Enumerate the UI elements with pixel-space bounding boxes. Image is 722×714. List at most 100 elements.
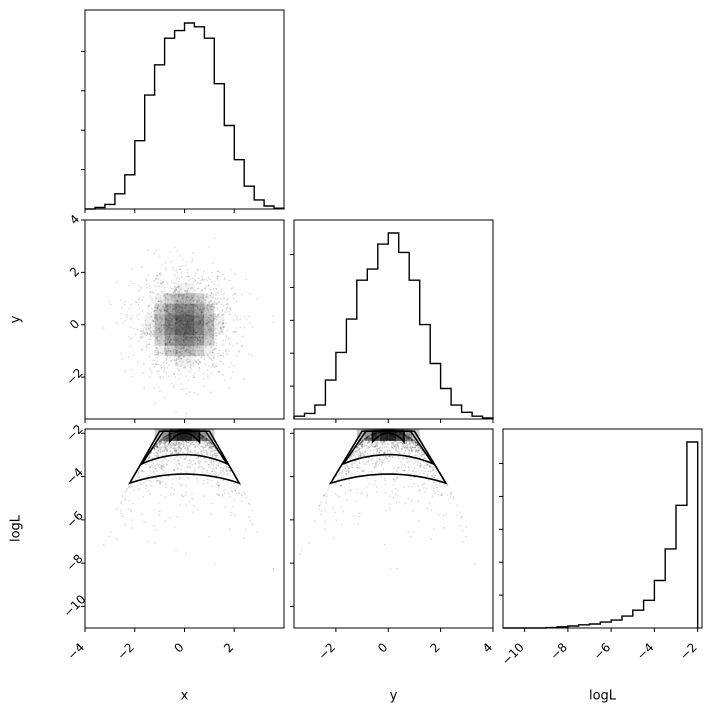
logL-contour-3 (168, 430, 201, 445)
scatter-point (211, 463, 214, 466)
scatter-point (224, 339, 227, 341)
scatter-point (164, 496, 167, 499)
scatter-point (180, 347, 183, 350)
scatter-point (349, 458, 351, 460)
scatter-point (176, 440, 178, 443)
scatter-point (416, 443, 418, 446)
scatter-point (416, 444, 419, 447)
scatter-point (214, 338, 217, 341)
scatter-point (378, 463, 380, 466)
scatter-point (171, 324, 174, 326)
scatter-point (409, 437, 412, 440)
scatter-point (211, 305, 213, 308)
scatter-point (141, 332, 144, 335)
scatter-point (407, 466, 410, 469)
scatter-point (178, 459, 180, 462)
scatter-point (194, 274, 197, 276)
scatter-point (204, 446, 206, 448)
scatter-point (203, 440, 206, 443)
scatter-point (109, 303, 112, 306)
scatter-point (170, 351, 172, 353)
scatter-point (157, 328, 160, 330)
scatter-point (137, 470, 140, 473)
scatter-point (411, 439, 414, 442)
scatter-point (156, 445, 158, 448)
scatter-point (204, 305, 206, 308)
scatter-point (155, 314, 158, 317)
scatter-point (400, 448, 403, 450)
scatter-point (192, 307, 195, 310)
scatter-point (208, 446, 211, 448)
scatter-point (182, 388, 184, 391)
scatter-point (420, 454, 422, 457)
scatter-point (357, 466, 359, 469)
scatter-point (223, 467, 226, 470)
scatter-point (216, 335, 219, 337)
scatter-point (206, 325, 209, 328)
scatter-point (212, 337, 215, 340)
scatter-point (205, 440, 207, 442)
scatter-point (373, 452, 375, 455)
density-cell (144, 324, 155, 336)
scatter-point (154, 353, 156, 356)
y-axis-left-title: y (9, 315, 24, 323)
scatter-point (149, 287, 152, 289)
scatter-point (358, 443, 361, 446)
scatter-point (214, 332, 217, 334)
hist-y (293, 232, 494, 419)
scatter-point (402, 446, 405, 448)
scatter-point (166, 449, 169, 451)
scatter-point (173, 291, 176, 293)
scatter-point (191, 492, 193, 495)
scatter-point (157, 305, 160, 307)
scatter-point (407, 465, 410, 468)
scatter-point (374, 445, 377, 448)
scatter-point (214, 454, 217, 457)
scatter-point (224, 379, 227, 382)
scatter-point (168, 341, 171, 344)
scatter-point (201, 319, 203, 322)
scatter-point (187, 370, 190, 372)
scatter-point (141, 349, 144, 351)
scatter-point (168, 326, 171, 329)
scatter-point (396, 443, 398, 446)
scatter-point (242, 491, 244, 493)
scatter-point (162, 438, 165, 440)
scatter-point (218, 271, 221, 273)
scatter-point (200, 325, 203, 328)
scatter-point (432, 481, 435, 484)
scatter-point (396, 444, 399, 447)
scatter-point (138, 487, 141, 490)
scatter-point (175, 352, 178, 354)
scatter-point (209, 441, 212, 443)
scatter-point (435, 471, 438, 474)
scatter-point (226, 329, 229, 332)
scatter-point (401, 445, 404, 448)
scatter-point (375, 464, 378, 466)
scatter-point (146, 463, 148, 465)
scatter-point (175, 456, 178, 458)
scatter-point (359, 441, 362, 444)
scatter-point (378, 451, 380, 454)
scatter-point (350, 454, 353, 457)
scatter-point (196, 322, 199, 325)
scatter-point (170, 296, 172, 298)
scatter-point (170, 330, 173, 332)
scatter-point (324, 493, 327, 495)
scatter-point (188, 355, 191, 357)
scatter-point (416, 450, 419, 453)
scatter-point (208, 535, 211, 538)
scatter-point (157, 449, 160, 452)
scatter-point (348, 482, 351, 485)
scatter-point (165, 449, 168, 452)
scatter-point (217, 292, 220, 294)
scatter-point (224, 506, 227, 509)
scatter-point (164, 486, 167, 488)
scatter-point (197, 480, 199, 483)
scatter-point (213, 341, 216, 344)
scatter-point (195, 304, 198, 306)
scatter-point (137, 290, 140, 292)
scatter-point (392, 442, 395, 445)
scatter-point (154, 360, 156, 362)
